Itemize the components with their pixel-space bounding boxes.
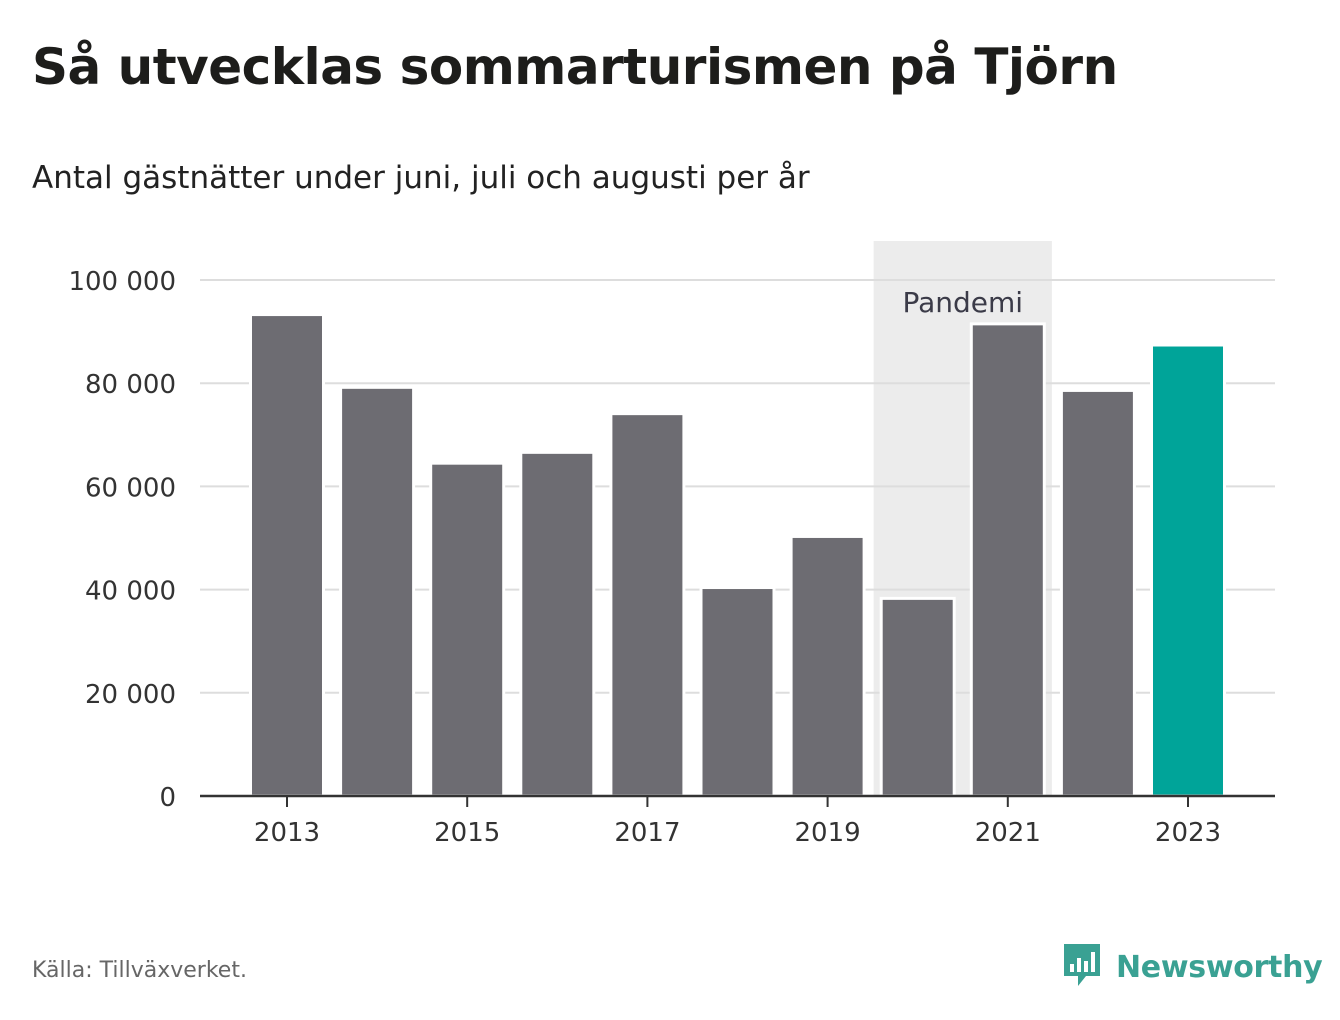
- x-tick-label: 2015: [434, 818, 500, 848]
- brand-logo[interactable]: Newsworthy: [1062, 940, 1323, 994]
- chart-title: Så utvecklas sommarturismen på Tjörn: [32, 38, 1118, 96]
- x-tick-label: 2013: [254, 818, 320, 848]
- annotation-label-bg: [888, 283, 1037, 319]
- x-tick-label: 2017: [614, 818, 680, 848]
- bar-2013: [249, 313, 325, 798]
- bar-2021: [969, 322, 1046, 798]
- bar-2015: [429, 461, 506, 798]
- y-tick-label: 80 000: [85, 370, 176, 400]
- y-tick-label: 60 000: [85, 473, 176, 503]
- y-tick-label: 20 000: [85, 680, 176, 710]
- x-tick-label: 2021: [975, 818, 1041, 848]
- chart-subtitle: Antal gästnätter under juni, juli och au…: [32, 160, 810, 196]
- bar-2014: [339, 385, 416, 798]
- x-tick-label: 2019: [795, 818, 861, 848]
- y-tick-label: 0: [159, 783, 176, 813]
- source-note: Källa: Tillväxverket.: [32, 958, 247, 983]
- bar-2022: [1059, 388, 1136, 798]
- bar-2016: [519, 450, 596, 798]
- bar-2019: [789, 534, 866, 798]
- newsworthy-logo-icon: [1062, 940, 1102, 994]
- bar-2020: [879, 596, 956, 798]
- x-tick-label: 2023: [1155, 818, 1221, 848]
- annotation-label: Pandemi: [902, 286, 1023, 319]
- bar-2017: [609, 412, 686, 798]
- bar-2018: [699, 586, 776, 798]
- y-tick-label: 40 000: [85, 577, 176, 607]
- bar-2023: [1150, 343, 1226, 798]
- y-tick-label: 100 000: [68, 267, 176, 297]
- brand-name: Newsworthy: [1116, 949, 1323, 985]
- bar-chart: 0 20 000 40 000 60 000 80 000 100 000 Pandemi 2…: [68, 241, 1275, 848]
